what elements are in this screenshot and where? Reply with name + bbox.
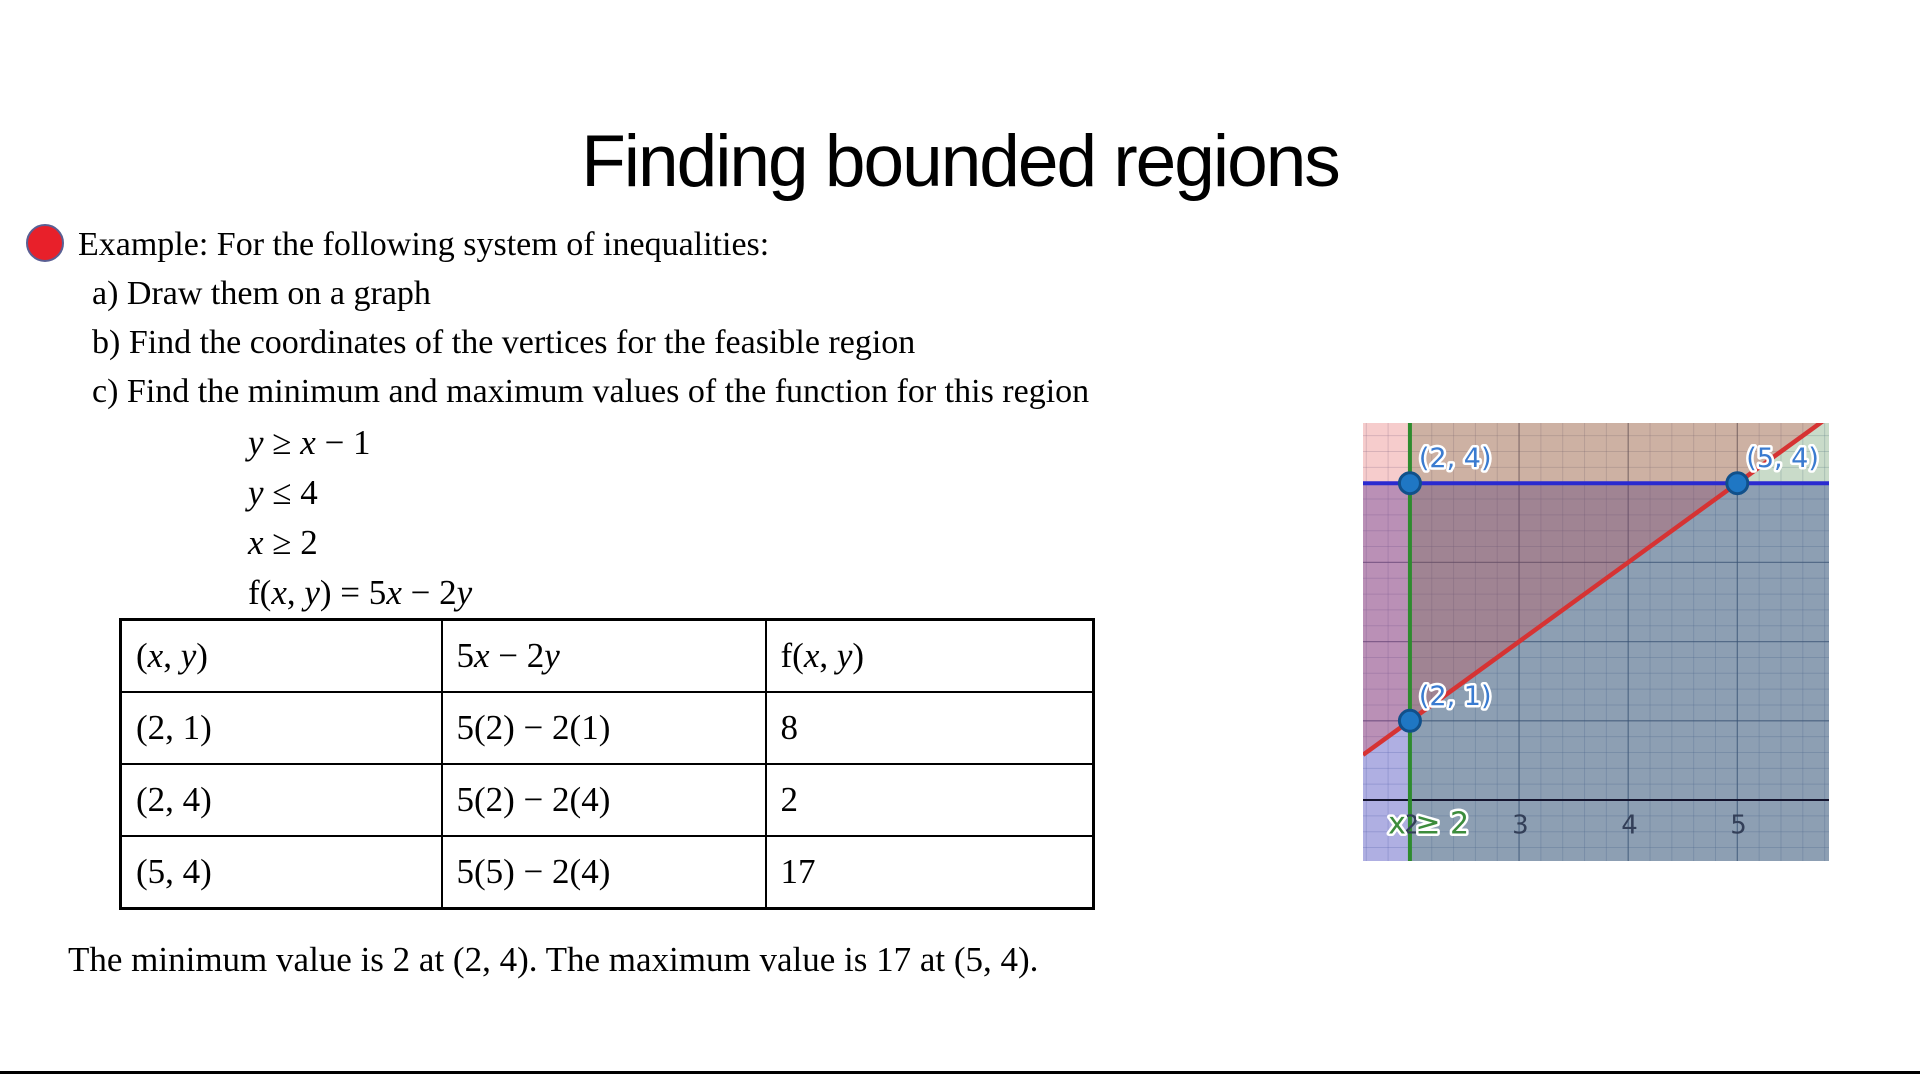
example-lead: Example: For the following system of ine… [78, 226, 770, 263]
inequality-2: y ≤ 4 [248, 473, 318, 512]
header-expr: 5x − 2y [440, 618, 767, 693]
region-plot-svg: 2 3 4 5 x ≥ 2 (2, 4) (5, 4) (2, 1) [1363, 423, 1829, 861]
bullet-marker [26, 224, 64, 262]
table-row: (2, 1) 5(2) − 2(1) 8 [119, 691, 1095, 765]
svg-text:(2, 4): (2, 4) [1419, 443, 1492, 474]
cell-point: (5, 4) [119, 835, 443, 910]
cell-point: (2, 1) [119, 691, 443, 765]
header-fxy: f(x, y) [764, 618, 1095, 693]
evaluation-table: (x, y) 5x − 2y f(x, y) (2, 1) 5(2) − 2(1… [119, 618, 1095, 910]
conclusion-text: The minimum value is 2 at (2, 4). The ma… [68, 940, 1039, 979]
cell-expr: 5(2) − 2(1) [440, 691, 767, 765]
svg-text:(2, 1): (2, 1) [1419, 681, 1492, 712]
feasible-region-graph: 2 3 4 5 x ≥ 2 (2, 4) (5, 4) (2, 1) [1363, 423, 1829, 861]
table-row: (2, 4) 5(2) − 2(4) 2 [119, 763, 1095, 837]
svg-text:3: 3 [1512, 810, 1529, 840]
task-item-a: a) Draw them on a graph [92, 275, 431, 312]
cell-point: (2, 4) [119, 763, 443, 837]
svg-text:(5, 4): (5, 4) [1746, 443, 1819, 474]
task-item-c: c) Find the minimum and maximum values o… [92, 373, 1090, 410]
inequality-system: y ≥ x − 1 y ≤ 4 x ≥ 2 f(x, y) = 5x − 2y [248, 418, 472, 618]
cell-value: 2 [764, 763, 1095, 837]
header-xy: (x, y) [119, 618, 443, 693]
task-item-b: b) Find the coordinates of the vertices … [92, 324, 916, 361]
cell-expr: 5(5) − 2(4) [440, 835, 767, 910]
cell-expr: 5(2) − 2(4) [440, 763, 767, 837]
inequality-1: y ≥ x − 1 [248, 423, 371, 462]
svg-text:x ≥ 2: x ≥ 2 [1388, 806, 1469, 841]
cell-value: 17 [764, 835, 1095, 910]
table-header-row: (x, y) 5x − 2y f(x, y) [119, 618, 1095, 693]
svg-text:4: 4 [1621, 810, 1638, 840]
svg-text:2: 2 [1403, 810, 1420, 840]
task-list: a) Draw them on a graph b) Find the coor… [92, 269, 1089, 416]
bottom-border-line [0, 1071, 1920, 1074]
table-row: (5, 4) 5(5) − 2(4) 17 [119, 835, 1095, 910]
inequality-3: x ≥ 2 [248, 523, 318, 562]
cell-value: 8 [764, 691, 1095, 765]
slide-title: Finding bounded regions [581, 120, 1341, 202]
svg-text:5: 5 [1730, 810, 1747, 840]
objective-function: f(x, y) = 5x − 2y [248, 573, 473, 612]
